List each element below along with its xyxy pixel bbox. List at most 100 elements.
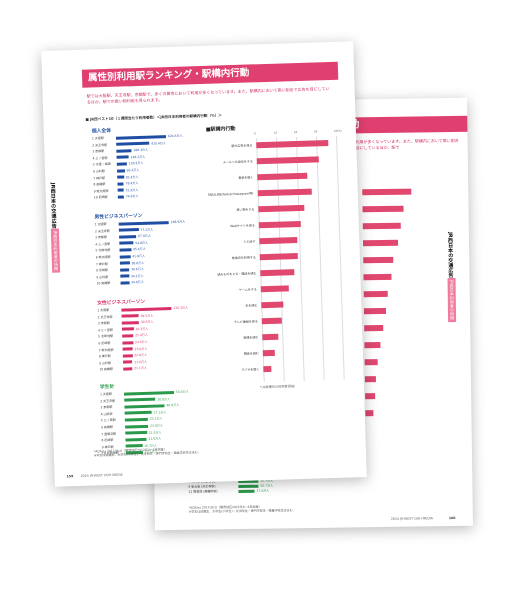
station-bar <box>122 347 133 351</box>
station-value: 39.5万人 <box>140 319 154 325</box>
station-bar <box>117 195 124 199</box>
station-value: 82.4万人 <box>125 174 139 180</box>
station-label: 9 新大阪駅 <box>93 188 109 194</box>
axis-tick-label: 20 <box>293 131 298 135</box>
behavior-label: ラジオを聴く <box>241 367 260 372</box>
front-lead: 駅では大阪駅、天王寺駅、京都駅で、多くの属性において利用が多くなっています。また… <box>86 85 330 105</box>
station-bar <box>125 430 147 435</box>
station-value: 24.4万人 <box>134 339 148 345</box>
station-value: 25.9万人 <box>135 333 148 338</box>
station-label: 6 山科駅 <box>92 169 105 174</box>
station-label: 2 天王寺駅 <box>92 142 108 148</box>
front-title-bar: 属性別利用駅ランキング・駅構内行動 <box>81 61 339 88</box>
station-bar <box>120 274 129 278</box>
behavior-bar <box>258 220 301 229</box>
station-value: 77.2万人 <box>140 227 154 232</box>
station-value: 72.9万人 <box>125 187 139 193</box>
station-value: 126.2万人 <box>128 161 144 166</box>
station-bar <box>120 268 130 272</box>
station-bar <box>122 353 133 358</box>
back-chart-bar <box>365 410 374 417</box>
station-bar <box>117 188 124 192</box>
right-section-heading: ■駅構内行動 <box>205 125 236 133</box>
station-value: 30.8万人 <box>157 396 170 402</box>
station-label: 8 高槻駅 <box>93 182 106 187</box>
station-label: 5 三ノ宮駅 <box>100 418 116 423</box>
station-value: 23.0万人 <box>134 346 148 351</box>
station-value: 40.0万人 <box>166 403 180 408</box>
back-chart-bar <box>363 256 394 264</box>
back-chart-bar <box>362 205 404 213</box>
ranking-group-1: 男性ビジネスパーソン 1 大阪駅 198.9万人 2 天王寺駅 77.2万人 3 京都駅… <box>90 210 200 286</box>
behavior-bar <box>260 285 289 293</box>
grid-line <box>336 135 345 380</box>
station-value: 198.9万人 <box>170 219 186 225</box>
behavior-bar <box>262 349 275 357</box>
station-label: 8 尼崎駅 <box>96 268 109 273</box>
back-chart-bar <box>364 342 381 349</box>
back-side-tab: JR西日本利用者の特徴 <box>447 277 457 323</box>
chart-note: *(※駅構内の利用者調査) <box>259 384 296 390</box>
left-section-heading: ■ JR西ベスト10（１週間当たり利用者数）＜JR西日本利用者の駅構内行動（%）… <box>85 113 222 122</box>
ranking-group-3: 学生計 1 大阪駅 50.0万人 2 天王寺駅 30.8万人 3 京都駅 40.0万人 4 … <box>96 380 206 456</box>
station-bar <box>121 306 172 312</box>
station-value: 23.0万人 <box>149 423 163 428</box>
back-notes: *ACR/ex 2017(Oct)（関西地区2022年4～6月調査） ※学生は就… <box>188 504 296 514</box>
station-bar <box>119 234 137 239</box>
station-bar <box>121 314 139 318</box>
station-label: 6 新大阪駅 <box>95 254 111 260</box>
station-label: 10 高槻駅 <box>99 367 114 372</box>
station-label: 7 神戸駅 <box>95 261 108 266</box>
station-bar <box>116 141 150 146</box>
station-label: 4 山科駅 <box>100 411 113 417</box>
station-value: 39.5万人 <box>140 313 154 318</box>
station-value: 148.2万人 <box>130 154 146 160</box>
station-label: 4 三ノ宮駅 <box>97 327 113 333</box>
station-value: 96.4万人 <box>126 167 140 173</box>
station-label: 3 京都駅 <box>92 149 105 154</box>
ranking-group-title: 女性ビジネスパーソン <box>97 299 146 307</box>
station-value: 410.4万人 <box>151 140 166 146</box>
back-chart-bar <box>362 239 398 247</box>
station-label: 1 大阪駅 <box>94 222 107 227</box>
behavior-bar <box>259 237 298 245</box>
station-label: 5 北新地駅 <box>95 248 111 253</box>
station-label: 3 京都駅 <box>95 235 108 240</box>
station-bar <box>116 155 129 159</box>
behavior-label: 雑誌を読む <box>243 351 259 356</box>
front-side-tab: JR西日本利用者の特徴 <box>50 228 61 273</box>
station-label: 7 神戸駅 <box>93 175 106 181</box>
station-value: 21.0万人 <box>148 436 162 442</box>
front-page-brand: 2024 JR-WEST OOH MEDIA <box>80 472 123 478</box>
back-page-brand: 2024 JR-WEST OOH MEDIA <box>390 516 433 521</box>
station-label: 7 新大阪駅 <box>98 347 114 352</box>
axis-tick-label: 0 <box>253 132 256 136</box>
station-value: 34.2万人 <box>130 273 144 279</box>
axis-tick-label: 40(%) <box>333 129 342 133</box>
back-chart-bar <box>364 324 384 332</box>
behavior-label: 音楽を聴く <box>238 175 254 180</box>
station-label: 1 大阪駅 <box>97 307 110 313</box>
station-value: 21.5万人 <box>148 430 162 435</box>
station-value: 36.6万人 <box>131 267 144 272</box>
station-bar <box>121 327 134 331</box>
ranking-group-title: 個人全体 <box>91 128 112 135</box>
station-bar <box>124 411 152 415</box>
station-bar <box>124 397 156 402</box>
station-bar <box>119 241 134 245</box>
station-label: 10 高槻駅 <box>96 281 111 286</box>
ranking-group-title: 男性ビジネスパーソン <box>94 213 143 221</box>
back-chart-bar <box>364 359 378 366</box>
station-value: 45.4万人 <box>132 247 146 252</box>
station-value: 22.0万人 <box>134 353 148 358</box>
back-side-label: JR西日本の交通広告 <box>446 232 454 278</box>
station-bar <box>119 261 130 265</box>
behavior-label: 読みものをする・雑誌を読む <box>217 271 257 277</box>
front-side-label: JR西日本の交通広告 <box>49 182 57 229</box>
list-item: 10 高槻駅 21.1万人 <box>99 364 205 371</box>
station-label: 8 尼崎駅 <box>101 438 114 443</box>
station-bar <box>115 134 167 140</box>
station-value: 27.1万人 <box>153 410 167 415</box>
back-chart-bar <box>362 188 412 196</box>
behavior-label: Webサイトを見る <box>230 223 255 229</box>
